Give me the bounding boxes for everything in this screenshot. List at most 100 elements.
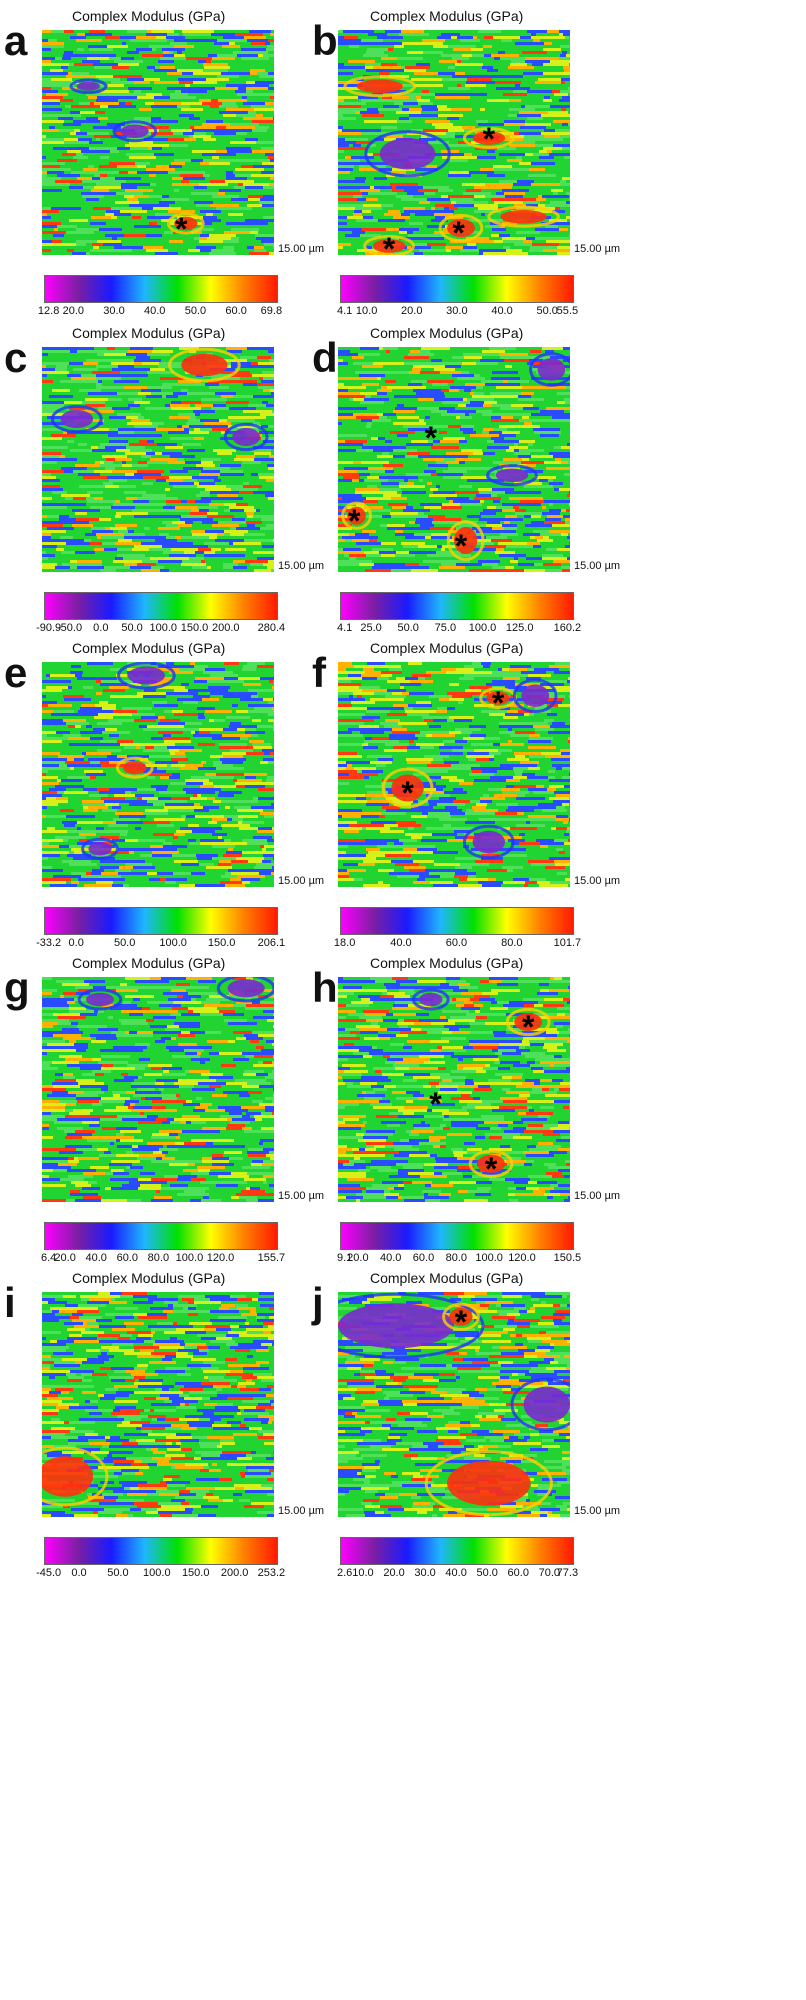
tick-label: 40.0 (445, 1567, 467, 1579)
color-scale-bar (44, 907, 278, 935)
color-scale-bar (44, 592, 278, 620)
tick-label: 50.0 (107, 1567, 129, 1579)
tick-label: -45.0 (36, 1567, 62, 1579)
tick-label: 60.0 (225, 305, 247, 317)
tick-label: 70.0 (538, 1567, 561, 1579)
panel-c: Complex Modulus (GPa) c 15.00 µm -90.9 -50.0… (0, 325, 324, 640)
tick-label: 6.4 (40, 1252, 57, 1264)
modulus-map (42, 662, 274, 887)
color-scale-bar (340, 1222, 574, 1250)
tick-label: 40.0 (390, 937, 412, 949)
tick-label: 80.0 (445, 1252, 468, 1264)
tick-label: 160.2 (553, 622, 582, 634)
panel-title: Complex Modulus (GPa) (370, 8, 524, 24)
panel-title: Complex Modulus (GPa) (370, 1270, 524, 1286)
tick-label: -50.0 (57, 622, 83, 634)
tick-label: 18.0 (333, 937, 356, 949)
tick-label: 50.0 (476, 1567, 498, 1579)
color-scale-ticks: 9.1 20.0 40.0 60.0 80.0 100.0 120.0 150.5 (336, 1252, 581, 1266)
tick-label: 60.0 (412, 1252, 435, 1264)
modulus-map (338, 347, 570, 572)
tick-label: -33.2 (36, 937, 62, 949)
tick-label: 80.0 (147, 1252, 170, 1264)
panel-letter: h (312, 964, 338, 1011)
tick-label: 253.2 (257, 1567, 286, 1579)
tick-label: 4.1 (336, 622, 353, 634)
scale-label: 15.00 µm (574, 560, 621, 572)
tick-label: 50.0 (113, 937, 136, 949)
tick-label: 50.0 (121, 622, 143, 634)
tick-label: 200.0 (211, 622, 240, 634)
scale-label: 15.00 µm (278, 1190, 325, 1202)
color-scale-bar (44, 1537, 278, 1565)
tick-label: 75.0 (434, 622, 457, 634)
tick-label: 101.7 (553, 937, 582, 949)
marker-asterisk: * (382, 230, 396, 267)
tick-label: 40.0 (379, 1252, 402, 1264)
panel-title: Complex Modulus (GPa) (370, 325, 524, 341)
tick-label: 4.1 (336, 305, 353, 317)
tick-label: 50.0 (184, 305, 207, 317)
tick-label: 200.0 (220, 1567, 249, 1579)
color-scale-ticks: 6.4 20.0 40.0 60.0 80.0 100.0 120.0 155.7 (40, 1252, 285, 1266)
panel-i: Complex Modulus (GPa) i 15.00 µm -45.0 0.0 50… (0, 1270, 324, 1585)
tick-label: 280.4 (257, 622, 286, 634)
panel-e: Complex Modulus (GPa) e 15.00 µm -33.2 0.0 50… (0, 640, 324, 955)
panel-d: Complex Modulus (GPa) d * * * 15.00 µm 4.1 25.0… (300, 325, 620, 640)
marker-asterisk: * (484, 1150, 498, 1187)
tick-label: 30.0 (103, 305, 125, 317)
panel-title: Complex Modulus (GPa) (72, 955, 226, 971)
tick-label: 60.0 (116, 1252, 138, 1264)
modulus-map (338, 662, 570, 887)
tick-label: 2.6 (336, 1567, 353, 1579)
tick-label: 100.0 (475, 1252, 503, 1264)
color-scale-bar (340, 275, 574, 303)
tick-label: 100.0 (149, 622, 178, 634)
color-scale-ticks: -33.2 0.0 50.0 100.0 150.0 206.1 (36, 937, 285, 951)
tick-label: 9.1 (336, 1252, 353, 1264)
tick-label: 40.0 (85, 1252, 107, 1264)
panel-title: Complex Modulus (GPa) (72, 640, 226, 656)
tick-label: 30.0 (446, 305, 468, 317)
tick-label: 10.0 (352, 1567, 374, 1579)
panel-letter: d (312, 334, 338, 381)
panel-title: Complex Modulus (GPa) (72, 8, 226, 24)
color-scale-ticks: 4.1 25.0 50.0 75.0 100.0 125.0 160.2 (336, 622, 581, 636)
scale-label: 15.00 µm (278, 560, 325, 572)
marker-asterisk: * (429, 1085, 442, 1122)
panel-letter: j (312, 1279, 324, 1326)
marker-asterisk: * (424, 419, 438, 456)
panel-letter: a (4, 17, 28, 64)
panel-j: Complex Modulus (GPa) j * 15.00 µm 2.6 10.0 20… (300, 1270, 620, 1585)
tick-label: 100.0 (143, 1567, 171, 1579)
panel-title: Complex Modulus (GPa) (72, 325, 226, 341)
color-scale-ticks: -90.9 -50.0 0.0 50.0 100.0 150.0 200.0 280.4 (36, 622, 285, 636)
panel-letter: e (4, 649, 28, 696)
panel-letter: g (4, 964, 30, 1011)
modulus-map (42, 347, 274, 572)
color-scale-bar (340, 592, 574, 620)
tick-label: 150.5 (553, 1252, 582, 1264)
tick-label: 20.0 (62, 305, 85, 317)
tick-label: 50.0 (397, 622, 419, 634)
color-scale-bar (44, 1222, 278, 1250)
tick-label: 60.0 (507, 1567, 529, 1579)
color-scale-ticks: -45.0 0.0 50.0 100.0 150.0 200.0 253.2 (36, 1567, 285, 1581)
tick-label: 155.7 (257, 1252, 286, 1264)
tick-label: 40.0 (143, 305, 166, 317)
marker-asterisk: * (401, 774, 414, 811)
tick-label: 206.1 (257, 937, 286, 949)
tick-label: 77.3 (556, 1567, 579, 1579)
tick-label: 80.0 (501, 937, 523, 949)
tick-label: 0.0 (93, 622, 109, 634)
panel-letter: f (312, 649, 326, 696)
scale-label: 15.00 µm (574, 875, 621, 887)
color-scale-bar (44, 275, 278, 303)
tick-label: 40.0 (491, 305, 513, 317)
scale-label: 15.00 µm (574, 1190, 621, 1202)
panel-g: Complex Modulus (GPa) g 15.00 µm 6.4 20.0 40.… (0, 955, 324, 1270)
marker-asterisk: * (454, 1303, 468, 1340)
marker-asterisk: * (452, 214, 465, 251)
panel-h: Complex Modulus (GPa) h * * * 15.00 µm 9.1 20.0… (300, 955, 620, 1270)
marker-asterisk: * (454, 527, 468, 564)
